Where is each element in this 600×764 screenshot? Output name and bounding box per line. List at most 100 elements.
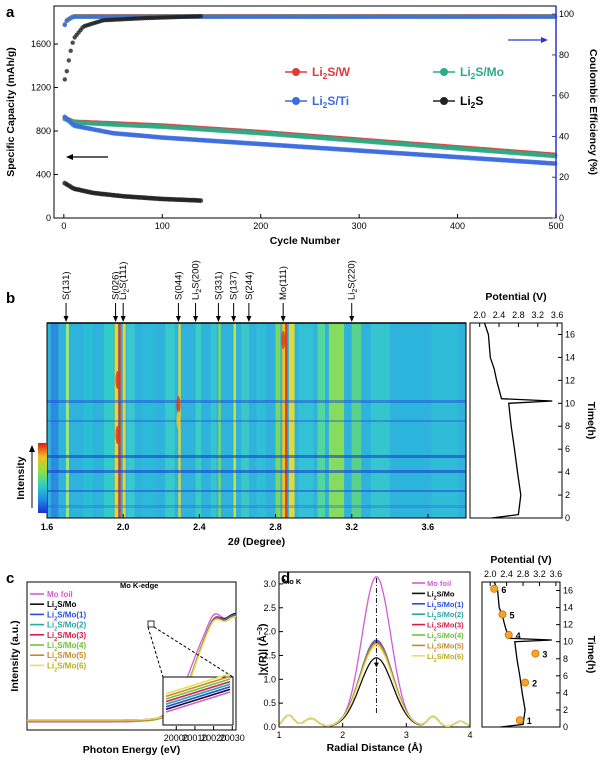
time-tick-label: 6: [563, 671, 568, 681]
peak-arrowhead: [215, 316, 221, 322]
potential-marker-label-5: 5: [510, 610, 515, 620]
potential-x-tick-label: 3.2: [532, 310, 545, 320]
panel-label-c: c: [6, 570, 14, 587]
peak-arrowhead: [280, 316, 286, 322]
legend-label-5-rest: S/Mo(4): [57, 641, 86, 650]
potential-x-tick-label: 2.4: [500, 569, 513, 579]
heatmap-spot: [281, 331, 286, 349]
heatmap-band: [351, 323, 362, 518]
potential-marker-1: [515, 716, 524, 725]
time-tick-label: 2: [565, 490, 570, 500]
x-tick-label: 1: [276, 730, 281, 740]
y-tick-label: 0: [46, 213, 51, 223]
inset-curve-6: [165, 675, 231, 698]
legend-label-1-sub: 2: [471, 71, 476, 81]
heatmap-band: [282, 323, 286, 518]
heatmap-streak: [47, 505, 466, 508]
legend-label-5-sub: 2: [434, 637, 437, 643]
peak-label-rest: S(200): [191, 260, 202, 289]
efficiency-series: [62, 14, 558, 82]
y2-tick-label: 80: [559, 50, 569, 60]
potential-curve: [483, 322, 553, 519]
legend-label-3-rest: S/Mo(2): [57, 621, 86, 630]
legend-marker: [440, 97, 448, 105]
x-tick-label: 2.4: [193, 522, 206, 532]
legend-label-1: Li2S/Mo: [47, 600, 76, 612]
legend-label-5-sub: 2: [54, 647, 57, 653]
time-tick-label: 12: [565, 375, 575, 385]
peak-arrowhead: [349, 316, 355, 322]
y-tick-label: 1600: [31, 39, 51, 49]
efficiency-point-li2s: [70, 40, 75, 45]
efficiency-point-li2s: [62, 77, 67, 82]
x-tick-label: 2.8: [269, 522, 282, 532]
potential-frame: [481, 581, 561, 728]
legend-label-0-sub: 2: [323, 71, 328, 81]
legend-label-6-rest: S/Mo(5): [57, 651, 86, 660]
potential-frame: [469, 322, 563, 519]
heatmap-band: [104, 323, 114, 518]
y-tick-label: 2.5: [263, 603, 276, 613]
legend-label-0-base: Mo foil: [47, 590, 73, 599]
potential-marker-label-1: 1: [527, 716, 532, 726]
heatmap-band: [218, 323, 221, 518]
legend-label-3-sub: 2: [54, 627, 57, 633]
time-tick-label: 8: [565, 421, 570, 431]
y-axis-label-end: ): [257, 624, 269, 628]
legend-label-5: Li2S/Mo(4): [427, 631, 464, 643]
legend-marker: [292, 68, 300, 76]
legend-label-2-sub: 2: [323, 100, 328, 110]
peak-arrowhead: [113, 316, 119, 322]
peak-label-base: Li: [347, 293, 358, 300]
peak-label-9: Li2S(220): [347, 260, 360, 300]
inset-curve-4: [165, 680, 231, 703]
peak-label-sub: 2: [196, 289, 203, 293]
plot-frame: [53, 5, 557, 219]
legend-marker: [440, 68, 448, 76]
legend-label-7-sub: 2: [434, 658, 437, 664]
potential-marker-label-2: 2: [532, 679, 537, 689]
heatmap-streak: [47, 470, 466, 473]
legend-label-0: Li2S/W: [312, 65, 351, 81]
peak-label-sub: 2: [124, 289, 131, 293]
heatmap-band: [210, 323, 217, 518]
legend-label-3-base: Li: [47, 621, 54, 630]
peak-arrowhead: [193, 316, 199, 322]
x-tick-label: 300: [352, 221, 367, 231]
legend-label-7-sub: 2: [54, 667, 57, 673]
heatmap-streak: [47, 420, 466, 422]
potential-marker-2: [521, 678, 530, 687]
exafs-curve-1: [278, 657, 471, 728]
time-tick-label: 14: [563, 603, 573, 613]
intensity-label: Intensity: [15, 456, 27, 499]
x-axis-label: Photon Energy (eV): [83, 744, 180, 756]
time-tick-label: 12: [563, 620, 573, 630]
y-tick-label: 1.5: [263, 650, 276, 660]
capacity-arrowhead: [66, 154, 73, 160]
legend-label-2-sub: 2: [434, 606, 437, 612]
time-axis-label: Time(h): [585, 636, 597, 674]
time-tick-label: 6: [565, 444, 570, 454]
legend-label-2-rest: S/Mo(1): [437, 600, 465, 609]
heatmap-band: [317, 323, 325, 518]
legend-label-2-base: Li: [312, 94, 323, 108]
heatmap-band: [275, 323, 281, 518]
x-axis-label: Radial Distance (Å): [327, 741, 423, 754]
y-tick-label: 400: [36, 170, 51, 180]
heatmap-band: [195, 323, 202, 518]
panel-label-b: b: [6, 290, 15, 307]
heatmap-streak: [47, 400, 466, 403]
x-tick-label: 20020: [201, 733, 226, 743]
inset-curve-3: [165, 683, 231, 705]
legend-label-0-rest: S/W: [327, 65, 350, 79]
x-tick-label: 100: [155, 221, 170, 231]
time-axis-label: Time(h): [585, 402, 597, 440]
xanes-curve-7: [27, 615, 237, 721]
inset-curve-5: [165, 678, 231, 700]
legend-label-4: Li2S/Mo(3): [47, 631, 86, 643]
potential-x-tick-label: 2.4: [493, 310, 506, 320]
y-tick-label: 0.0: [263, 722, 276, 732]
y-axis-label: Intensity (a.u.): [9, 620, 21, 691]
legend-label-4: Li2S/Mo(3): [427, 621, 464, 633]
